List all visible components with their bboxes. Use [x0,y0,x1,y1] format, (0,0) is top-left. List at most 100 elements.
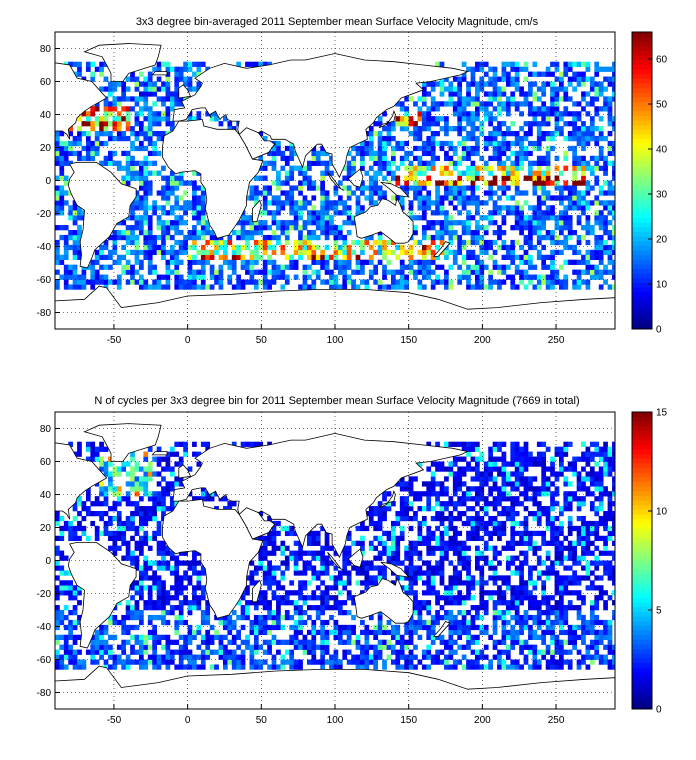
heatmap-cell [152,530,157,537]
heatmap-cell [470,111,476,117]
heatmap-cell [559,76,564,82]
heatmap-cell [505,106,511,112]
heatmap-cell [483,624,489,631]
heatmap-cell [276,565,281,571]
heatmap-cell [492,131,498,137]
heatmap-cell [612,264,615,270]
heatmap-cell [435,116,440,122]
heatmap-cell [143,520,149,527]
heatmap-cell [408,629,414,636]
heatmap-cell [55,605,60,611]
heatmap-cell [466,629,471,636]
heatmap-cell [386,269,392,275]
heatmap-cell [408,200,414,206]
heatmap-cell [200,590,206,596]
heatmap-cell [187,284,193,290]
heatmap-cell [585,264,591,270]
heatmap-cell [183,560,188,566]
heatmap-cell [523,644,529,650]
heatmap-cell [408,210,414,216]
heatmap-cell [240,614,246,621]
heatmap-cell [598,220,604,226]
heatmap-cell [488,81,493,87]
heatmap-cell [143,200,149,206]
heatmap-cell [541,101,547,107]
landmass [347,168,364,188]
heatmap-cell [536,195,542,201]
heatmap-cell [554,215,560,221]
heatmap-cell [594,520,600,527]
heatmap-cell [77,619,82,626]
heatmap-cell [408,160,414,166]
heatmap-cell [324,540,330,546]
colorbar-tick-label: 60 [656,55,668,66]
heatmap-cell [271,614,277,621]
heatmap-cell [121,234,127,241]
heatmap-cell [342,249,348,256]
heatmap-cell [152,66,157,72]
heatmap-cell [324,200,330,206]
heatmap-cell [413,619,418,626]
heatmap-cell [594,649,600,655]
heatmap-cell [421,605,427,611]
heatmap-cell [532,659,538,665]
heatmap-cell [271,634,277,640]
heatmap-cell [559,659,564,665]
heatmap-cell [337,230,343,236]
heatmap-cell [435,595,440,601]
heatmap-cell [581,131,586,137]
heatmap-cell [139,520,144,527]
heatmap-cell [585,624,591,631]
heatmap-cell [386,249,392,256]
heatmap-cell [262,190,268,196]
heatmap-cell [368,515,374,522]
heatmap-cell [280,614,286,621]
heatmap-cell [134,225,140,231]
heatmap-cell [165,565,171,571]
heatmap-cell [457,155,463,161]
heatmap-cell [178,585,184,591]
heatmap-cell [594,644,600,650]
heatmap-cell [413,101,418,107]
heatmap-cell [510,249,516,256]
heatmap-cell [399,585,405,591]
heatmap-cell [492,605,498,611]
chart-title: 3x3 degree bin-averaged 2011 September m… [136,16,539,28]
heatmap-cell [240,595,246,601]
heatmap-cell [550,624,555,631]
heatmap-cell [466,155,471,161]
heatmap-cell [536,215,542,221]
heatmap-cell [528,215,533,221]
heatmap-cell [298,165,303,171]
heatmap-cell [430,590,436,596]
heatmap-cell [253,664,259,670]
heatmap-cell [377,150,383,157]
heatmap-cell [404,624,409,631]
heatmap-cell [470,520,476,527]
heatmap-cell [253,659,259,665]
heatmap-cell [505,61,511,67]
heatmap-cell [298,585,303,591]
heatmap-cell [121,629,127,636]
heatmap-cell [589,560,595,566]
heatmap-cell [505,634,511,640]
heatmap-cell [276,624,281,631]
heatmap-cell [497,225,502,231]
heatmap-cell [497,86,502,92]
heatmap-cell [240,639,246,645]
heatmap-cell [249,560,255,566]
heatmap-cell [612,140,615,147]
heatmap-cell [457,210,463,216]
heatmap-cell [143,575,149,581]
heatmap-cell [501,279,507,285]
heatmap-cell [421,170,427,176]
heatmap-cell [581,71,586,77]
heatmap-cell [284,659,290,665]
heatmap-cell [77,279,82,285]
heatmap-cell [505,565,511,571]
heatmap-cell [271,274,277,280]
heatmap-cell [161,545,166,551]
heatmap-cell [143,91,149,97]
heatmap-cell [271,264,277,270]
heatmap-cell [567,659,573,665]
